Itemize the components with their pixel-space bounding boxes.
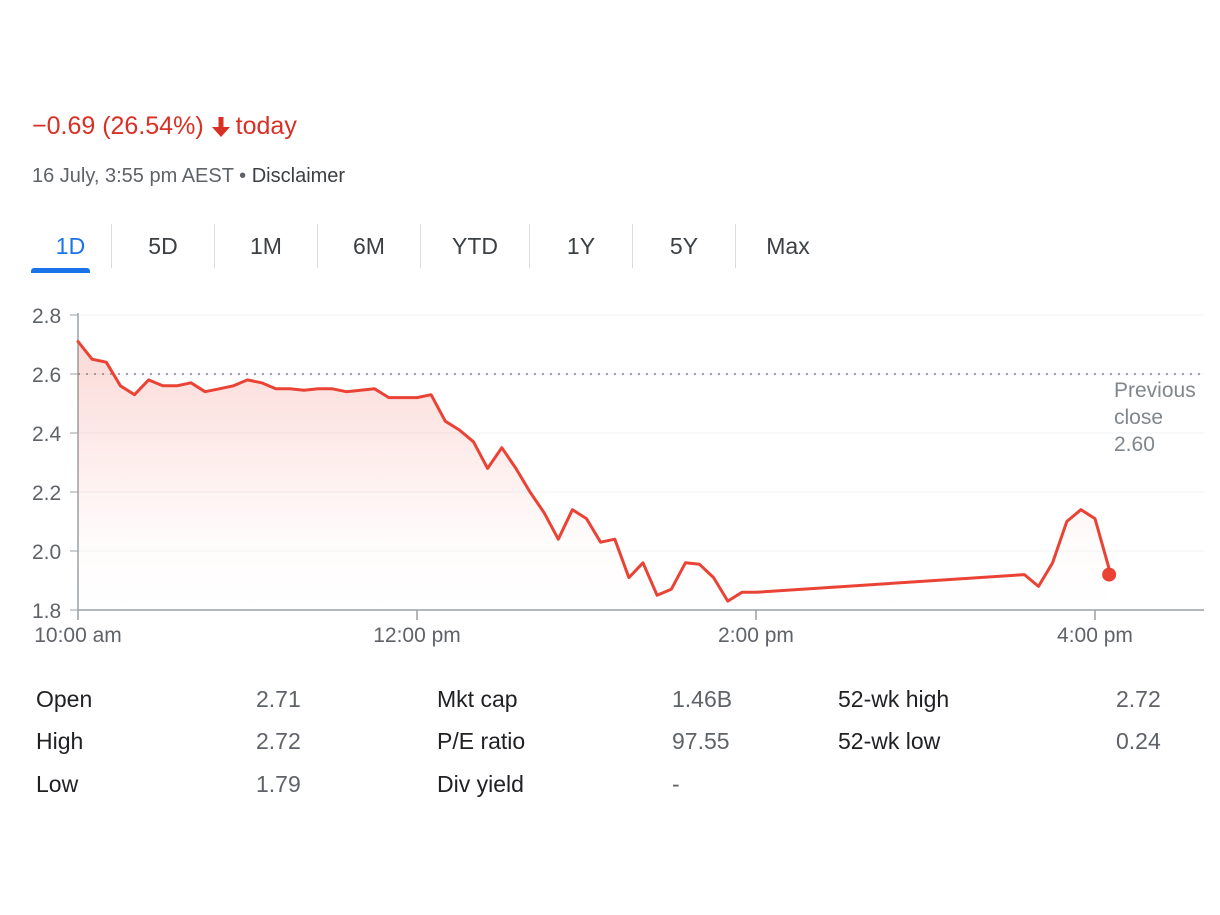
y-tick-label: 2.6 <box>32 364 61 387</box>
tab-label: 1M <box>250 232 282 259</box>
stat-value: 2.71 <box>256 686 301 712</box>
tab-6m[interactable]: 6M <box>318 224 421 268</box>
stat-label: Low <box>36 771 79 797</box>
x-tick-label: 2:00 pm <box>718 624 794 647</box>
stat-value: 0.24 <box>1116 728 1161 754</box>
y-tick-label: 2.2 <box>32 482 61 505</box>
previous-close-label: close <box>1114 406 1163 429</box>
stat-low: Low 1.79 <box>36 771 301 798</box>
stat-value: 1.79 <box>256 771 301 797</box>
tab-label: 5D <box>148 232 178 259</box>
stat-high: High 2.72 <box>36 728 301 755</box>
timestamp-line: 16 July, 3:55 pm AEST • Disclaimer <box>32 165 345 188</box>
tab-1d[interactable]: 1D <box>30 224 112 273</box>
stat-52wk-low: 52-wk low 0.24 <box>838 728 1161 755</box>
tab-label: Max <box>766 232 810 259</box>
x-tick-label: 12:00 pm <box>373 624 461 647</box>
stat-label: P/E ratio <box>437 728 526 754</box>
price-chart[interactable]: 2.8 2.6 2.4 2.2 2.0 1.810:00 am 12:00 pm 2:00 p… <box>0 290 1220 660</box>
tab-label: YTD <box>452 232 498 259</box>
tab-label: 1Y <box>566 232 596 259</box>
disclaimer-link[interactable]: Disclaimer <box>251 165 346 187</box>
stat-value: 2.72 <box>1116 686 1161 712</box>
y-tick-label: 2.0 <box>32 541 61 564</box>
stat-label: High <box>36 728 84 754</box>
x-tick-label: 10:00 am <box>34 624 122 647</box>
price-change-value: −0.69 (26.54%) <box>32 112 204 140</box>
tab-1m[interactable]: 1M <box>215 224 318 268</box>
tab-5d[interactable]: 5D <box>112 224 215 268</box>
tab-max[interactable]: Max <box>736 224 840 268</box>
stat-div-yield: Div yield - <box>437 771 680 798</box>
price-change: −0.69 (26.54%) today <box>32 112 297 141</box>
stat-label: Div yield <box>437 771 524 797</box>
y-tick-label: 1.8 <box>32 600 61 623</box>
price-line <box>76 340 1111 603</box>
previous-close-label: Previous <box>1114 379 1196 402</box>
y-tick-label: 2.4 <box>32 423 62 446</box>
today-label: today <box>235 112 297 140</box>
stat-value: 1.46B <box>672 686 733 712</box>
stat-label: Open <box>36 686 93 712</box>
stat-open: Open 2.71 <box>36 686 301 713</box>
stat-label: 52-wk high <box>838 686 950 712</box>
price-area <box>78 341 1110 610</box>
x-tick-label: 4:00 pm <box>1057 624 1133 647</box>
stat-value: 2.72 <box>256 728 301 754</box>
timestamp: 16 July, 3:55 pm AEST <box>32 165 234 187</box>
tab-label: 5Y <box>669 232 699 259</box>
tab-5y[interactable]: 5Y <box>633 224 736 268</box>
tab-label: 1D <box>55 232 86 259</box>
stat-label: 52-wk low <box>838 728 941 754</box>
stat-value: - <box>672 771 680 797</box>
last-price-marker <box>1102 567 1117 582</box>
separator: • <box>239 165 247 187</box>
stat-mkt-cap: Mkt cap 1.46B <box>437 686 732 713</box>
range-tabs: 1D 5D 1M 6M YTD 1Y 5Y Max <box>30 224 840 274</box>
tab-label: 6M <box>353 232 385 259</box>
stat-pe-ratio: P/E ratio 97.55 <box>437 728 730 755</box>
y-tick-label: 2.8 <box>32 305 61 328</box>
arrow-down-icon <box>210 114 232 140</box>
previous-close-label: 2.60 <box>1114 433 1155 456</box>
tab-ytd[interactable]: YTD <box>421 224 530 268</box>
tab-1y[interactable]: 1Y <box>530 224 633 268</box>
stat-value: 97.55 <box>672 728 730 754</box>
stat-52wk-high: 52-wk high 2.72 <box>838 686 1161 713</box>
stat-label: Mkt cap <box>437 686 518 712</box>
